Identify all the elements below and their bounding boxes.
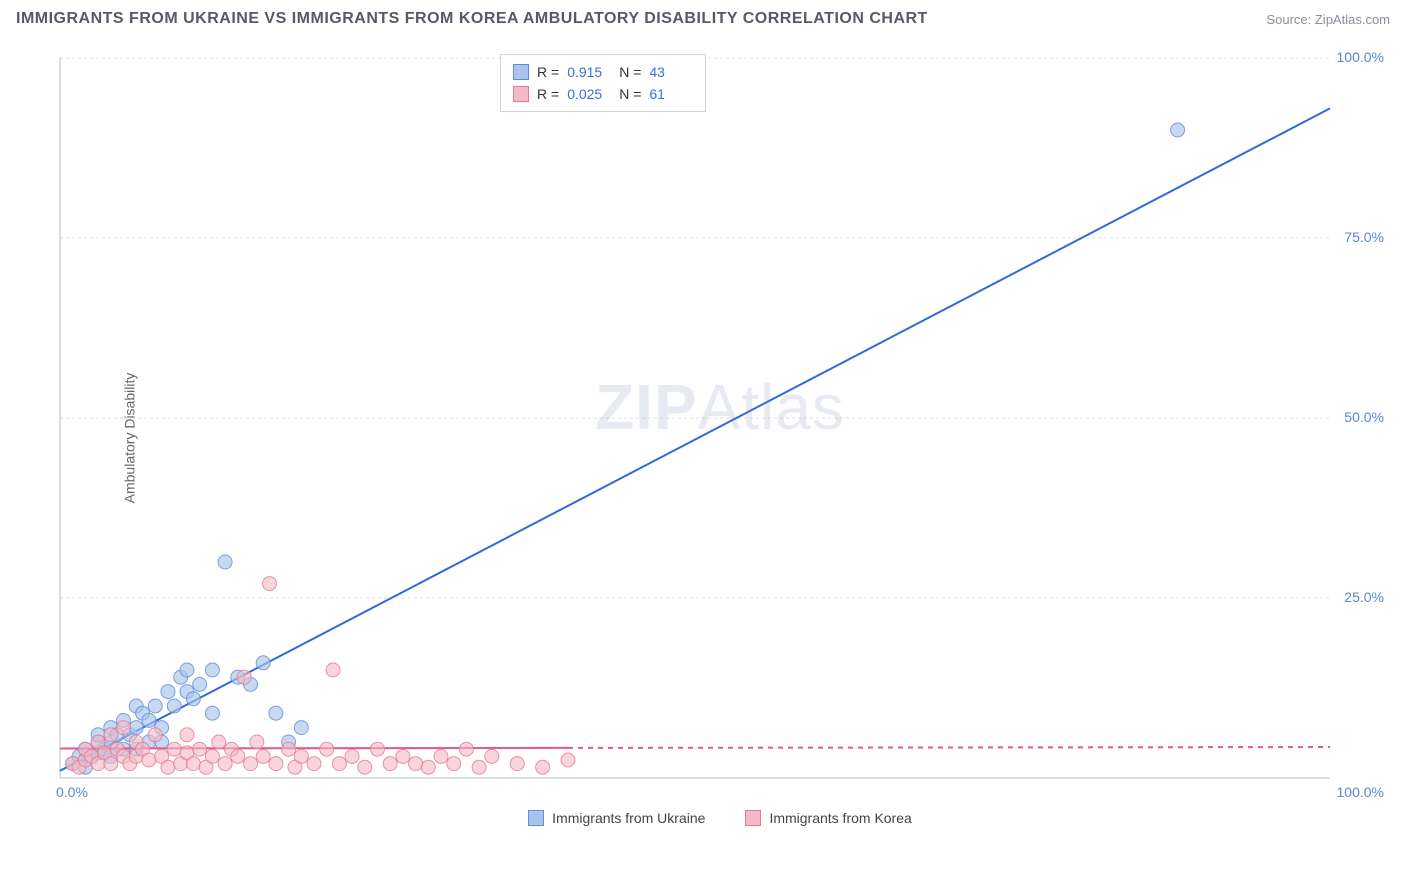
chart-area: Ambulatory Disability ZIPAtlas R =0.915N… [50, 48, 1390, 828]
y-tick-label: 50.0% [1344, 409, 1384, 425]
y-tick-label: 25.0% [1344, 589, 1384, 605]
y-tick-label: 100.0% [1337, 49, 1384, 65]
x-tick-label: 100.0% [1337, 784, 1384, 800]
correlation-legend: R =0.915N =43R =0.025N =61 [500, 54, 706, 112]
y-tick-label: 75.0% [1344, 229, 1384, 245]
chart-title: IMMIGRANTS FROM UKRAINE VS IMMIGRANTS FR… [16, 10, 928, 28]
legend-rn-row: R =0.915N =43 [513, 61, 693, 83]
source-attribution: Source: ZipAtlas.com [1266, 12, 1390, 27]
x-tick-label: 0.0% [56, 784, 88, 800]
scatter-plot [50, 48, 1390, 848]
legend-rn-row: R =0.025N =61 [513, 83, 693, 105]
legend-item: Immigrants from Ukraine [528, 810, 705, 826]
title-bar: IMMIGRANTS FROM UKRAINE VS IMMIGRANTS FR… [0, 0, 1406, 34]
legend-item: Immigrants from Korea [745, 810, 911, 826]
series-legend: Immigrants from Ukraine Immigrants from K… [50, 810, 1390, 826]
